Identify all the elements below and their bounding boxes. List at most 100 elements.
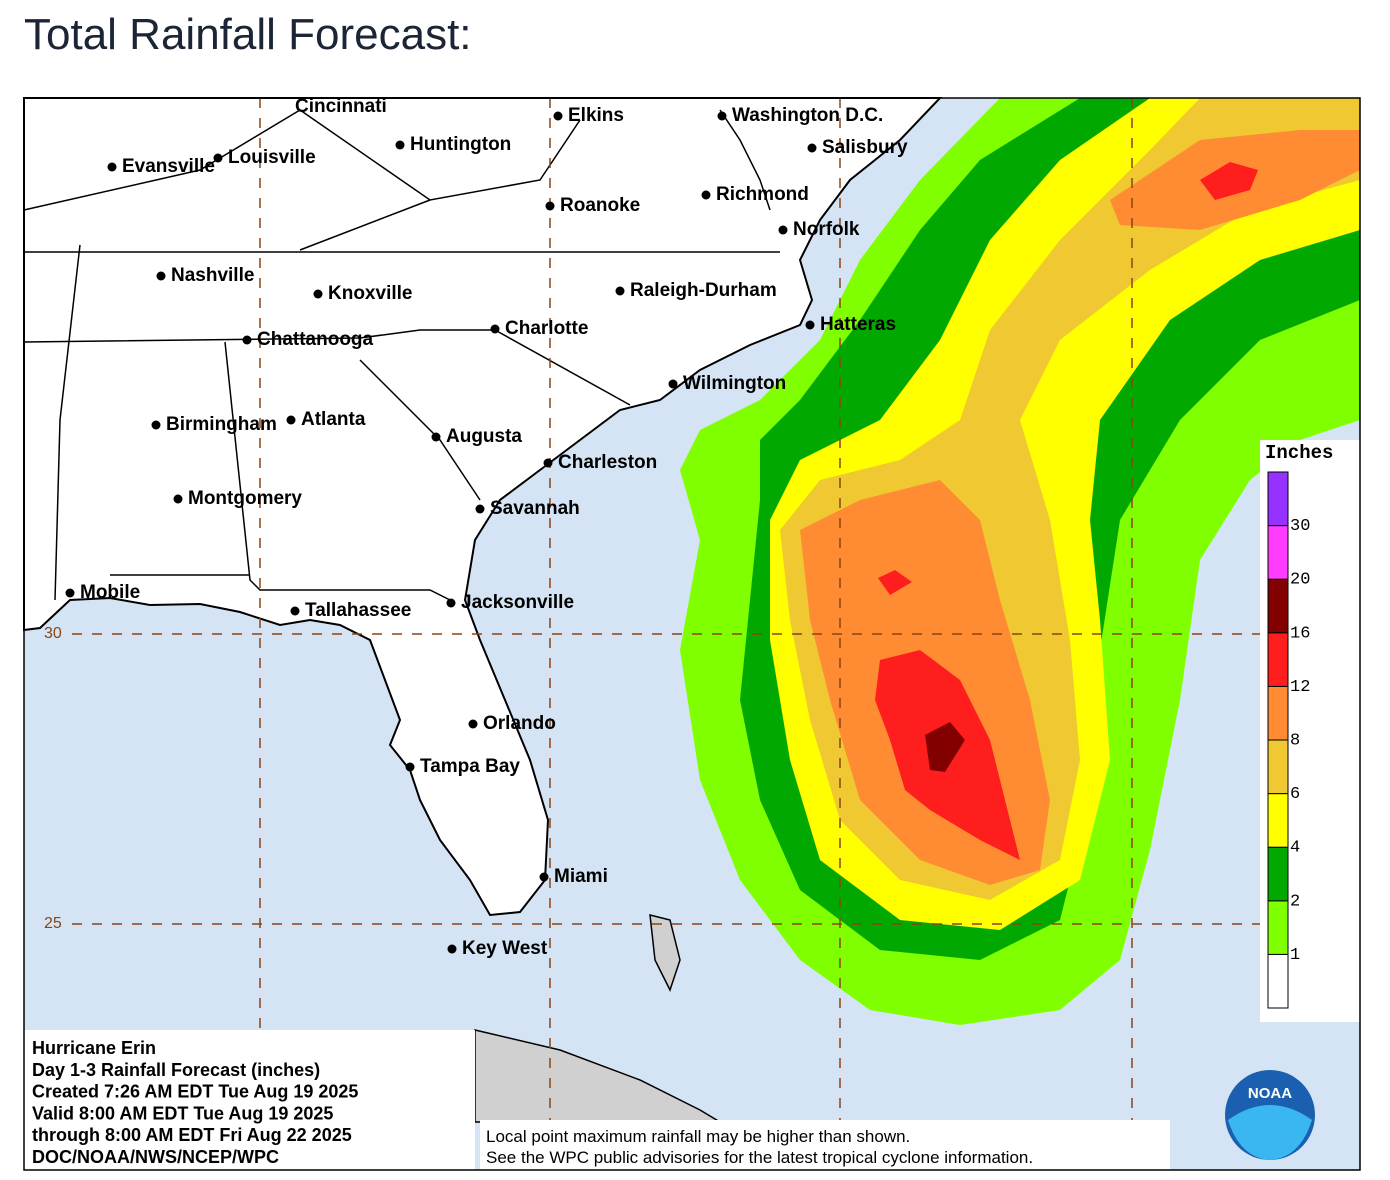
city-label: Chattanooga — [257, 329, 374, 350]
info-line: Created 7:26 AM EDT Tue Aug 19 2025 — [32, 1082, 358, 1102]
city-dot — [290, 606, 300, 616]
logo-text: NOAA — [1248, 1085, 1292, 1102]
state-line — [23, 109, 581, 211]
info-line: through 8:00 AM EDT Fri Aug 22 2025 — [32, 1125, 352, 1145]
state-line — [54, 244, 81, 601]
legend-label: 30 — [1290, 517, 1310, 536]
legend-label: 4 — [1290, 839, 1300, 858]
city-label: Wilmington — [683, 373, 786, 394]
city-dot — [65, 588, 75, 598]
city-dot — [431, 432, 441, 442]
city-dot — [553, 111, 563, 121]
city-label: Charlotte — [505, 318, 588, 339]
city-dot — [805, 320, 815, 330]
legend-label: 16 — [1290, 624, 1310, 643]
city-dot — [156, 271, 166, 281]
city-label: Tallahassee — [305, 600, 411, 621]
legend-swatch — [1267, 685, 1289, 741]
city-dot — [668, 379, 678, 389]
legend-swatch — [1267, 846, 1289, 902]
city-label: Nashville — [171, 265, 254, 286]
city-dot — [475, 504, 485, 514]
disclaimer-line: See the WPC public advisories for the la… — [486, 1148, 1033, 1167]
legend-swatch — [1267, 793, 1289, 848]
latitude-label: 25 — [44, 915, 62, 932]
info-box — [24, 1030, 475, 1170]
state-line — [299, 199, 431, 251]
noaa-logo: NOAA — [1225, 1070, 1315, 1160]
city-dot — [151, 420, 161, 430]
rain-16in — [925, 722, 965, 772]
state-line — [719, 109, 771, 211]
cities: Cincinnati Elkins Washington D.C. Huntingto… — [65, 96, 908, 959]
state-line — [359, 359, 481, 501]
city-dot — [213, 153, 223, 163]
info-line: Day 1-3 Rainfall Forecast (inches) — [32, 1060, 320, 1080]
legend-swatch — [1267, 632, 1289, 687]
rain-12in — [875, 162, 1258, 860]
legend-swatch — [1267, 471, 1289, 527]
city-label: Elkins — [568, 105, 624, 126]
city-label: Mobile — [80, 582, 140, 603]
city-dot — [107, 162, 117, 172]
city-dot — [173, 494, 183, 504]
disclaimer-line: Local point maximum rainfall may be high… — [486, 1127, 910, 1146]
city-label: Jacksonville — [461, 592, 574, 613]
city-dot — [447, 944, 457, 954]
city-label: Orlando — [483, 713, 556, 734]
graticule — [72, 98, 1260, 1120]
city-label: Evansville — [122, 156, 215, 177]
city-dot — [807, 143, 817, 153]
city-label: Miami — [554, 866, 608, 887]
city-label: Hatteras — [820, 314, 896, 335]
city-dot — [242, 335, 252, 345]
city-label: Salisbury — [822, 137, 908, 158]
rainfall — [680, 98, 1360, 1025]
city-label: Raleigh-Durham — [630, 280, 777, 301]
city-dot — [778, 225, 788, 235]
legend-label: 1 — [1290, 946, 1300, 965]
city-dot — [717, 111, 727, 121]
legend-label: 12 — [1290, 678, 1310, 697]
legend-swatch — [1267, 900, 1289, 955]
city-label: Key West — [462, 938, 548, 959]
map-border — [23, 97, 1361, 1171]
legend-swatch — [1267, 739, 1289, 795]
city-label: Tampa Bay — [420, 756, 520, 777]
city-label: Birmingham — [166, 414, 277, 435]
legend-swatch — [1267, 953, 1289, 1009]
city-dot — [468, 719, 478, 729]
city-dot — [490, 324, 500, 334]
city-label: Cincinnati — [295, 96, 387, 117]
info-line: DOC/NOAA/NWS/NCEP/WPC — [32, 1147, 279, 1167]
city-dot — [615, 286, 625, 296]
disclaimer: Local point maximum rainfall may be high… — [486, 1127, 1033, 1167]
legend-label: 2 — [1290, 892, 1300, 911]
city-dot — [405, 762, 415, 772]
city-dot — [286, 415, 296, 425]
city-label: Charleston — [558, 452, 657, 473]
city-label: Washington D.C. — [732, 105, 883, 126]
city-dot — [313, 289, 323, 299]
legend-swatch — [1267, 525, 1289, 580]
city-label: Savannah — [490, 498, 580, 519]
bahamas-island — [649, 914, 681, 992]
city-label: Norfolk — [793, 219, 860, 240]
city-label: Atlanta — [301, 409, 366, 430]
info-line: Hurricane Erin — [32, 1038, 156, 1058]
city-label: Richmond — [716, 184, 809, 205]
latitude-label: 30 — [44, 625, 62, 642]
info-line: Valid 8:00 AM EDT Tue Aug 19 2025 — [32, 1103, 333, 1123]
state-line — [224, 341, 451, 601]
logo-wave — [1228, 1105, 1312, 1160]
city-label: Huntington — [410, 134, 511, 155]
legend-title: Inches — [1265, 442, 1333, 464]
legend-label: 6 — [1290, 785, 1300, 804]
city-dot — [545, 201, 555, 211]
city-dot — [539, 872, 549, 882]
city-dot — [701, 190, 711, 200]
city-label: Knoxville — [328, 283, 412, 304]
